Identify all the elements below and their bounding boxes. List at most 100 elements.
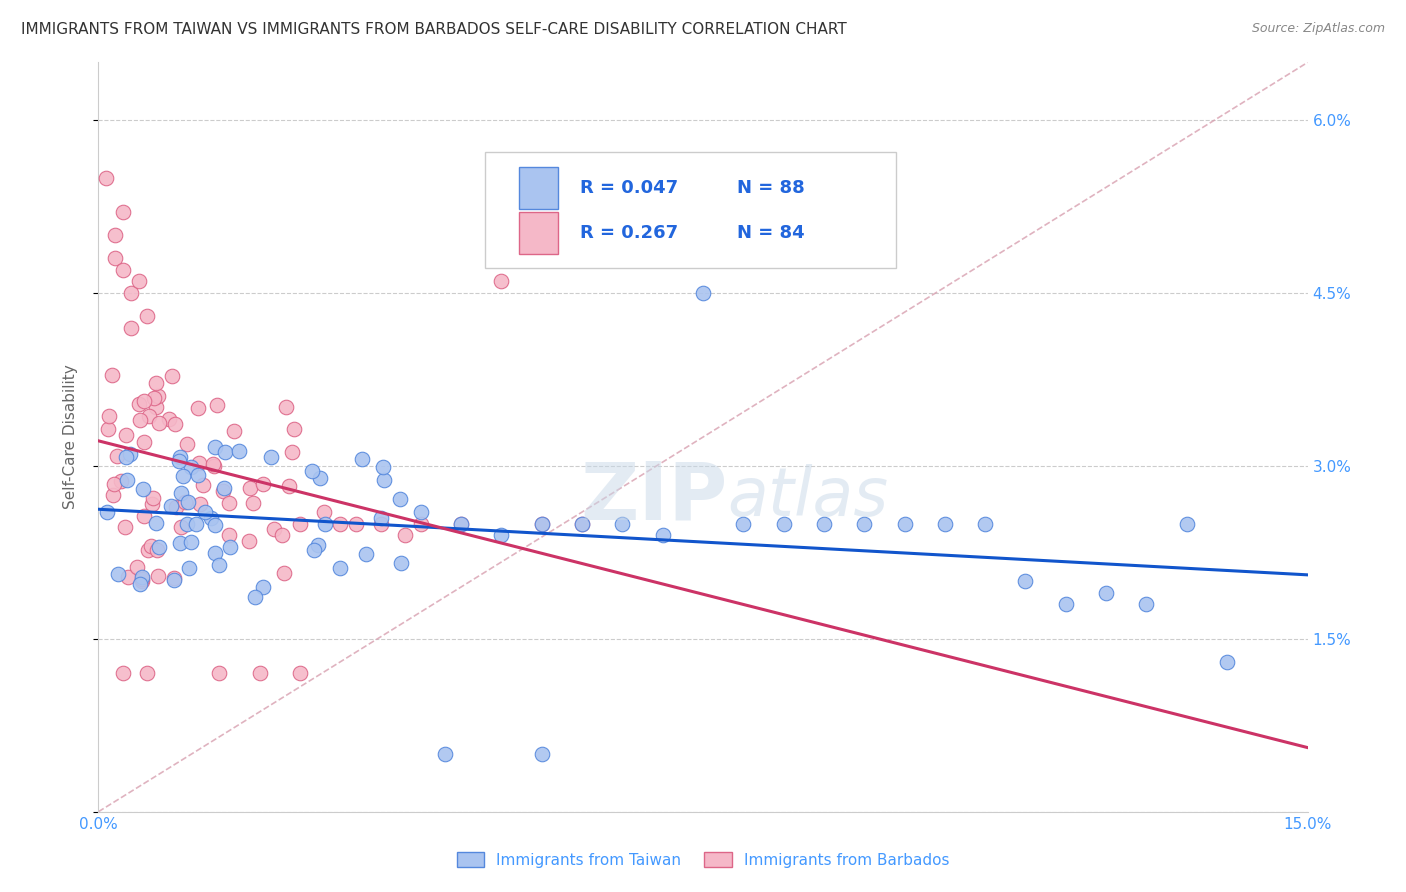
Point [301, 464, 323, 478]
Point [148, 541, 170, 555]
Point [329, 516, 352, 531]
Point [128, 397, 150, 411]
Point [1054, 597, 1077, 611]
Point [180, 460, 202, 475]
Point [142, 491, 165, 505]
Legend: Immigrants from Taiwan, Immigrants from Barbados: Immigrants from Taiwan, Immigrants from … [449, 844, 957, 875]
Point [1095, 585, 1118, 599]
Point [101, 488, 124, 502]
Point [132, 394, 155, 409]
Point [194, 505, 217, 519]
Point [409, 516, 432, 531]
Point [131, 574, 153, 589]
Point [370, 516, 392, 531]
Point [394, 528, 416, 542]
Point [1135, 597, 1157, 611]
Point [612, 516, 634, 531]
Point [354, 547, 377, 561]
Point [146, 543, 169, 558]
Point [148, 569, 170, 583]
Point [176, 437, 198, 451]
Point [307, 538, 329, 552]
Text: Source: ZipAtlas.com: Source: ZipAtlas.com [1251, 22, 1385, 36]
Point [187, 468, 209, 483]
Point [249, 666, 271, 681]
Point [813, 516, 835, 531]
Point [218, 528, 240, 542]
Point [103, 228, 125, 243]
Point [371, 459, 394, 474]
Point [491, 275, 513, 289]
Point [163, 571, 186, 585]
Point [105, 449, 128, 463]
Point [772, 516, 794, 531]
Point [692, 285, 714, 300]
Point [239, 481, 262, 495]
Point [132, 482, 155, 496]
Point [373, 473, 395, 487]
Point [530, 747, 553, 761]
Point [934, 516, 956, 531]
Point [204, 518, 226, 533]
Point [120, 285, 142, 300]
Point [409, 505, 432, 519]
Point [170, 520, 193, 534]
Point [177, 495, 200, 509]
Point [344, 516, 367, 531]
Point [263, 522, 285, 536]
Point [111, 263, 134, 277]
Point [283, 422, 305, 436]
Point [145, 516, 167, 530]
Point [314, 505, 336, 519]
Point [132, 434, 155, 449]
Point [135, 666, 157, 681]
Point [434, 747, 457, 761]
Point [208, 558, 231, 572]
Point [280, 444, 302, 458]
Point [100, 368, 122, 382]
Point [893, 516, 915, 531]
FancyBboxPatch shape [519, 212, 558, 253]
Y-axis label: Self-Care Disability: Self-Care Disability [63, 365, 77, 509]
Point [176, 517, 198, 532]
Point [252, 476, 274, 491]
Point [145, 400, 167, 414]
Point [114, 427, 136, 442]
Point [118, 447, 141, 461]
Point [288, 666, 311, 681]
Point [128, 275, 150, 289]
Point [141, 497, 163, 511]
Point [571, 516, 593, 531]
Point [288, 516, 311, 531]
Point [111, 205, 134, 219]
Point [129, 413, 152, 427]
Point [273, 566, 295, 580]
Point [172, 469, 194, 483]
Point [314, 516, 336, 531]
Point [202, 459, 225, 474]
Text: N = 88: N = 88 [737, 178, 804, 196]
Text: R = 0.047: R = 0.047 [579, 178, 678, 196]
Point [1175, 516, 1198, 531]
Point [190, 497, 212, 511]
Point [107, 566, 129, 581]
Point [145, 376, 167, 390]
Point [97, 409, 120, 424]
Point [191, 478, 214, 492]
Point [169, 536, 191, 550]
Point [328, 560, 350, 574]
Point [129, 577, 152, 591]
Point [530, 516, 553, 531]
Point [218, 540, 240, 554]
Point [120, 320, 142, 334]
Point [252, 580, 274, 594]
Point [352, 452, 374, 467]
Point [117, 569, 139, 583]
Point [96, 506, 118, 520]
Point [853, 516, 876, 531]
Point [111, 666, 134, 681]
Point [238, 533, 260, 548]
Point [188, 456, 211, 470]
Point [131, 572, 153, 586]
Point [651, 528, 673, 542]
